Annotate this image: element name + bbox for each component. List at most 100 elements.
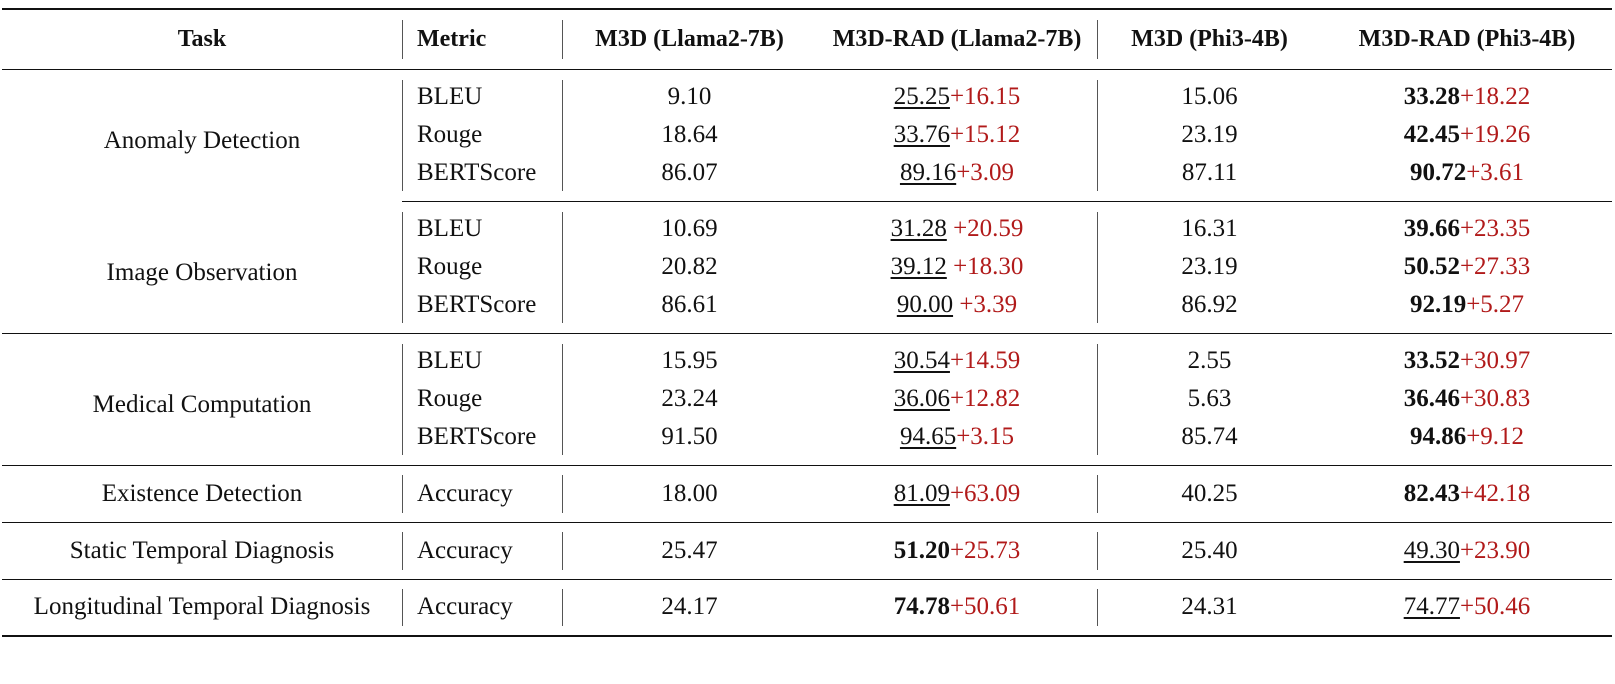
m3d-phi-cell: 15.06: [1097, 69, 1322, 113]
m3d-phi-cell: 2.55: [1097, 333, 1322, 377]
table-row: Rouge 18.64 33.76+15.12 23.19 42.45+19.2…: [2, 113, 1612, 157]
m3drad-llama-value: 36.06: [893, 385, 950, 412]
m3drad-llama-cell: 31.28 +20.59: [817, 201, 1097, 245]
m3drad-llama-delta: +3.39: [959, 290, 1018, 318]
m3drad-llama-delta: +3.15: [956, 422, 1015, 450]
m3drad-phi-delta: +50.46: [1459, 593, 1531, 621]
m3drad-phi-cell: 94.86+9.12: [1322, 421, 1612, 466]
m3drad-llama-cell: 89.16+3.09: [817, 157, 1097, 202]
m3drad-llama-value: 74.78: [893, 593, 950, 621]
m3d-llama-cell: 23.24: [562, 377, 817, 421]
m3drad-phi-cell: 33.52+30.97: [1322, 333, 1612, 377]
m3d-phi-cell: 40.25: [1097, 465, 1322, 523]
m3drad-phi-delta: +27.33: [1459, 253, 1531, 280]
m3drad-llama-cell: 90.00 +3.39: [817, 289, 1097, 334]
m3drad-phi-value: 94.86: [1409, 422, 1467, 450]
m3d-phi-cell: 24.31: [1097, 579, 1322, 637]
table-row: Medical Computation BLEU 15.95 30.54+14.…: [2, 333, 1612, 466]
task-anomaly-detection: Anomaly Detection: [103, 127, 301, 155]
m3drad-llama-value: 30.54: [893, 347, 950, 375]
m3drad-phi-value: 92.19: [1409, 290, 1467, 318]
m3d-llama-cell: 15.95: [562, 333, 817, 377]
table-header: Task Metric M3D (Llama2-7B) M3D-RAD (Lla…: [2, 8, 1612, 70]
task-image-observation: Image Observation: [2, 201, 402, 334]
header-task: Task: [2, 8, 402, 70]
metric-cell: Rouge: [402, 245, 562, 289]
m3drad-phi-value: 33.28: [1403, 83, 1460, 111]
m3d-llama-cell: 18.64: [562, 113, 817, 157]
m3d-phi-cell: 87.11: [1097, 157, 1322, 202]
m3d-phi-cell: 25.40: [1097, 522, 1322, 580]
m3drad-phi-delta: +19.26: [1459, 121, 1531, 148]
m3drad-phi-value: 49.30: [1403, 536, 1460, 564]
m3drad-phi-delta: +42.18: [1459, 479, 1531, 507]
header-metric: Metric: [402, 8, 562, 70]
m3drad-llama-value: 90.00: [896, 290, 954, 318]
m3drad-llama-delta: +12.82: [949, 385, 1021, 412]
task-medical-computation: Medical Computation: [2, 333, 402, 466]
header-m3d-llama: M3D (Llama2-7B): [562, 8, 817, 70]
metric-cell: Accuracy: [402, 465, 562, 523]
table-row: Existence Detection Accuracy 18.00 81.09…: [2, 465, 1612, 523]
m3d-phi-cell: 23.19: [1097, 113, 1322, 157]
m3drad-phi-cell: 39.66+23.35: [1322, 201, 1612, 245]
m3drad-phi-cell: 90.72+3.61: [1322, 157, 1612, 202]
metric-cell: BLEU: [402, 69, 562, 113]
m3d-phi-cell: 86.92: [1097, 289, 1322, 334]
m3drad-phi-value: 82.43: [1403, 479, 1460, 507]
m3drad-phi-delta: +3.61: [1466, 158, 1525, 186]
m3drad-phi-cell: 50.52+27.33: [1322, 245, 1612, 289]
m3drad-llama-delta: +16.15: [949, 83, 1021, 111]
m3drad-llama-value: 81.09: [893, 479, 950, 507]
m3drad-phi-cell: 49.30+23.90: [1322, 522, 1612, 580]
m3drad-phi-delta: +5.27: [1466, 290, 1525, 318]
m3drad-phi-delta: +30.83: [1459, 385, 1531, 412]
table-row: Image Observation BLEU 10.69 31.28 +20.5…: [2, 201, 1612, 334]
table-row: BERTScore 91.50 94.65+3.15 85.74 94.86+9…: [2, 421, 1612, 466]
m3drad-llama-cell: 25.25+16.15: [817, 69, 1097, 113]
m3drad-llama-cell: 81.09+63.09: [817, 465, 1097, 523]
m3drad-llama-value: 25.25: [893, 83, 950, 111]
m3drad-phi-delta: +30.97: [1459, 347, 1531, 375]
table-body: Anomaly Detection BLEU 9.10 25.25+16.15 …: [2, 69, 1612, 637]
m3drad-phi-delta: +23.35: [1459, 215, 1531, 243]
m3drad-phi-cell: 42.45+19.26: [1322, 113, 1612, 157]
m3d-phi-cell: 16.31: [1097, 201, 1322, 245]
m3drad-phi-value: 74.77: [1403, 593, 1460, 621]
m3drad-phi-cell: 36.46+30.83: [1322, 377, 1612, 421]
header-m3d-phi: M3D (Phi3-4B): [1097, 8, 1322, 70]
m3drad-llama-delta: +20.59: [953, 215, 1024, 243]
m3drad-phi-delta: +23.90: [1459, 536, 1531, 564]
header-row: Task Metric M3D (Llama2-7B) M3D-RAD (Lla…: [2, 8, 1612, 70]
m3drad-phi-delta: +9.12: [1466, 422, 1525, 450]
results-table: Task Metric M3D (Llama2-7B) M3D-RAD (Lla…: [2, 8, 1612, 637]
metric-cell: Rouge: [402, 113, 562, 157]
m3drad-llama-cell: 51.20+25.73: [817, 522, 1097, 580]
metric-cell: Rouge: [402, 377, 562, 421]
table-row: Rouge 23.24 36.06+12.82 5.63 36.46+30.83: [2, 377, 1612, 421]
m3drad-phi-value: 42.45: [1403, 121, 1460, 148]
m3drad-phi-value: 39.66: [1403, 215, 1460, 243]
table-row: Static Temporal Diagnosis Accuracy 25.47…: [2, 522, 1612, 580]
m3drad-phi-cell: 92.19+5.27: [1322, 289, 1612, 334]
m3drad-phi-value: 33.52: [1403, 347, 1460, 375]
m3drad-phi-cell: 33.28+18.22: [1322, 69, 1612, 113]
m3drad-llama-value: 33.76: [893, 121, 950, 148]
m3drad-llama-value: 94.65: [899, 422, 957, 450]
table-row: Longitudinal Temporal Diagnosis Accuracy…: [2, 579, 1612, 637]
m3drad-llama-value: 89.16: [899, 158, 957, 186]
m3drad-llama-delta: +15.12: [949, 121, 1021, 148]
m3drad-llama-cell: 94.65+3.15: [817, 421, 1097, 466]
m3d-llama-cell: 18.00: [562, 465, 817, 523]
table-row: Rouge 20.82 39.12 +18.30 23.19 50.52+27.…: [2, 245, 1612, 289]
table-row: BERTScore 86.07 89.16+3.09 87.11 90.72+3…: [2, 157, 1612, 202]
m3drad-phi-value: 36.46: [1403, 385, 1460, 412]
metric-cell: BERTScore: [402, 289, 562, 334]
metric-cell: Accuracy: [402, 522, 562, 580]
m3drad-phi-delta: +18.22: [1459, 83, 1531, 111]
m3drad-llama-cell: 30.54+14.59: [817, 333, 1097, 377]
m3drad-llama-delta: +3.09: [956, 158, 1015, 186]
m3drad-llama-cell: 39.12 +18.30: [817, 245, 1097, 289]
metric-cell: BERTScore: [402, 157, 562, 202]
